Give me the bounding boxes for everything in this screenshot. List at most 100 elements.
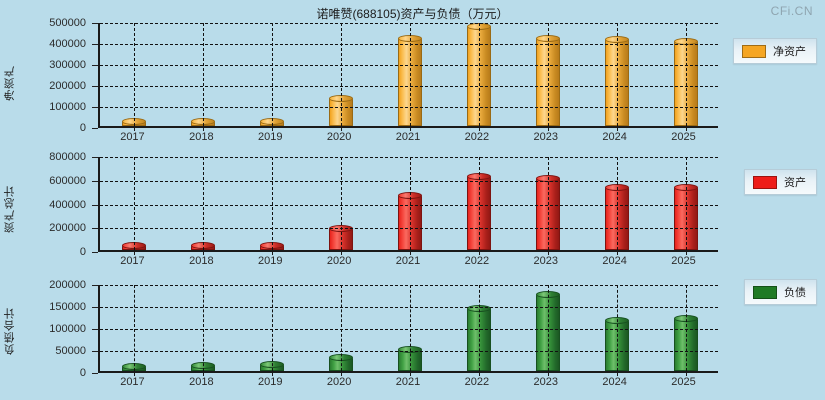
x-axis-tick-label: 2025	[671, 255, 696, 267]
y-axis-tick-label: 0	[79, 122, 86, 134]
y-axis-tick	[92, 329, 98, 330]
page-title: 诺唯赞(688105)资产与负债（万元）	[316, 7, 509, 21]
gridline-horizontal	[100, 157, 718, 158]
x-axis-tick-label: 2025	[671, 376, 696, 388]
x-axis-tick	[134, 126, 136, 131]
y-axis-tick-label: 100000	[49, 101, 86, 113]
x-axis-tick	[203, 126, 205, 131]
x-axis-tick	[272, 250, 274, 255]
y-axis-title-net-assets: 净资产	[4, 65, 16, 101]
x-axis-tick	[685, 126, 687, 131]
x-axis-tick	[547, 250, 549, 255]
x-axis-tick-label: 2024	[602, 131, 627, 143]
legend-label-total-assets: 资产	[784, 177, 806, 189]
x-axis-tick	[203, 371, 205, 376]
y-axis-tick-label: 200000	[49, 222, 86, 235]
x-axis-tick-label: 2017	[120, 255, 145, 267]
gridline-horizontal	[100, 86, 718, 87]
x-axis-tick-label: 2018	[189, 255, 214, 267]
y-axis-tick	[92, 285, 98, 286]
gridline-vertical	[616, 23, 618, 126]
gridline-vertical	[272, 285, 274, 371]
x-axis-tick-label: 2021	[395, 131, 421, 143]
y-axis-tick	[92, 204, 98, 206]
legend-label-total-liabilities: 负债	[784, 287, 806, 299]
x-axis-tick	[685, 371, 687, 376]
legend-swatch-icon-total-liabilities	[753, 285, 777, 299]
y-axis-tick	[92, 65, 98, 66]
gridline-horizontal	[100, 285, 718, 286]
gridline-vertical	[410, 157, 411, 250]
y-axis-tick-label: 800000	[49, 151, 86, 163]
x-axis-tick-label: 2023	[533, 255, 559, 267]
y-axis-tick-label: 600000	[49, 174, 86, 187]
x-axis-labels-total-assets: 2017 2018 2019 2020 2021 2022 2023 2024 2025	[98, 255, 718, 271]
gridline-vertical	[616, 285, 618, 371]
gridline-vertical	[272, 23, 274, 126]
gridline-vertical	[478, 23, 480, 126]
gridline-vertical	[134, 157, 136, 250]
gridline-vertical	[410, 23, 411, 126]
gridline-vertical	[616, 157, 618, 250]
x-axis-tick	[410, 371, 411, 376]
gridline-vertical	[341, 157, 343, 250]
y-axis-tick-label: 0	[79, 246, 86, 258]
legend-total-assets[interactable]: 资产	[744, 169, 817, 195]
y-axis-tick-label: 400000	[49, 198, 86, 211]
x-axis-tick	[341, 371, 343, 376]
y-axis-tick	[92, 128, 98, 129]
gridline-vertical	[134, 285, 136, 371]
gridline-vertical	[547, 285, 549, 371]
watermark: CFi.CN	[770, 4, 813, 18]
gridline-horizontal	[100, 228, 718, 230]
x-axis-tick-label: 2019	[257, 376, 283, 388]
x-axis-tick-label: 2018	[189, 376, 214, 388]
x-axis-tick	[616, 126, 618, 131]
x-axis-tick-label: 2021	[395, 376, 421, 388]
gridline-horizontal	[100, 307, 718, 308]
y-axis-tick	[92, 252, 98, 253]
gridline-vertical	[547, 23, 549, 126]
x-axis-labels-net-assets: 2017 2018 2019 2020 2021 2022 2023 2024 2025	[98, 131, 718, 147]
y-axis-tick-label: 0	[79, 367, 86, 379]
legend-total-liabilities[interactable]: 负债	[744, 279, 817, 305]
legend-net-assets[interactable]: 净资产	[733, 38, 817, 64]
y-axis-tick	[92, 23, 98, 24]
panel-total-assets: 资产总计 0 200000 400000 600000 800000 2017 2018 2…	[0, 151, 825, 277]
y-axis-tick-label: 200000	[49, 279, 86, 291]
x-axis-tick	[272, 126, 274, 131]
gridline-vertical	[203, 23, 205, 126]
legend-label-net-assets: 净资产	[773, 46, 806, 58]
x-axis-tick	[685, 250, 687, 255]
x-axis-tick-label: 2024	[602, 376, 627, 388]
y-axis-tick-label: 50000	[55, 345, 86, 357]
x-axis-tick	[478, 126, 480, 131]
x-axis-tick-label: 2020	[326, 255, 352, 267]
x-axis-tick-label: 2020	[326, 131, 352, 143]
y-axis-tick-label: 150000	[49, 301, 86, 313]
y-axis-tick	[92, 180, 98, 182]
x-axis-tick	[341, 250, 343, 255]
legend-swatch-icon-net-assets	[742, 44, 766, 58]
gridline-vertical	[410, 285, 411, 371]
gridline-vertical	[203, 285, 205, 371]
y-axis-title-total-liabilities: 负债合计	[4, 307, 16, 355]
gridline-horizontal	[100, 204, 718, 206]
bars-net-assets	[100, 23, 718, 126]
gridline-horizontal	[100, 65, 718, 66]
gridline-horizontal	[100, 180, 718, 182]
x-axis-tick-label: 2018	[189, 131, 214, 143]
y-axis-tick-label: 500000	[49, 17, 86, 29]
gridline-horizontal	[100, 44, 718, 45]
x-axis-tick-label: 2024	[602, 255, 627, 267]
x-axis-tick	[134, 371, 136, 376]
gridline-vertical	[685, 157, 687, 250]
x-axis-tick-label: 2022	[464, 255, 490, 267]
x-axis-tick	[616, 371, 618, 376]
y-axis-tick	[92, 107, 98, 108]
gridline-vertical	[341, 285, 343, 371]
y-axis-tick-label: 200000	[49, 80, 86, 92]
gridline-vertical	[478, 285, 480, 371]
y-axis-tick-label: 100000	[49, 323, 86, 335]
